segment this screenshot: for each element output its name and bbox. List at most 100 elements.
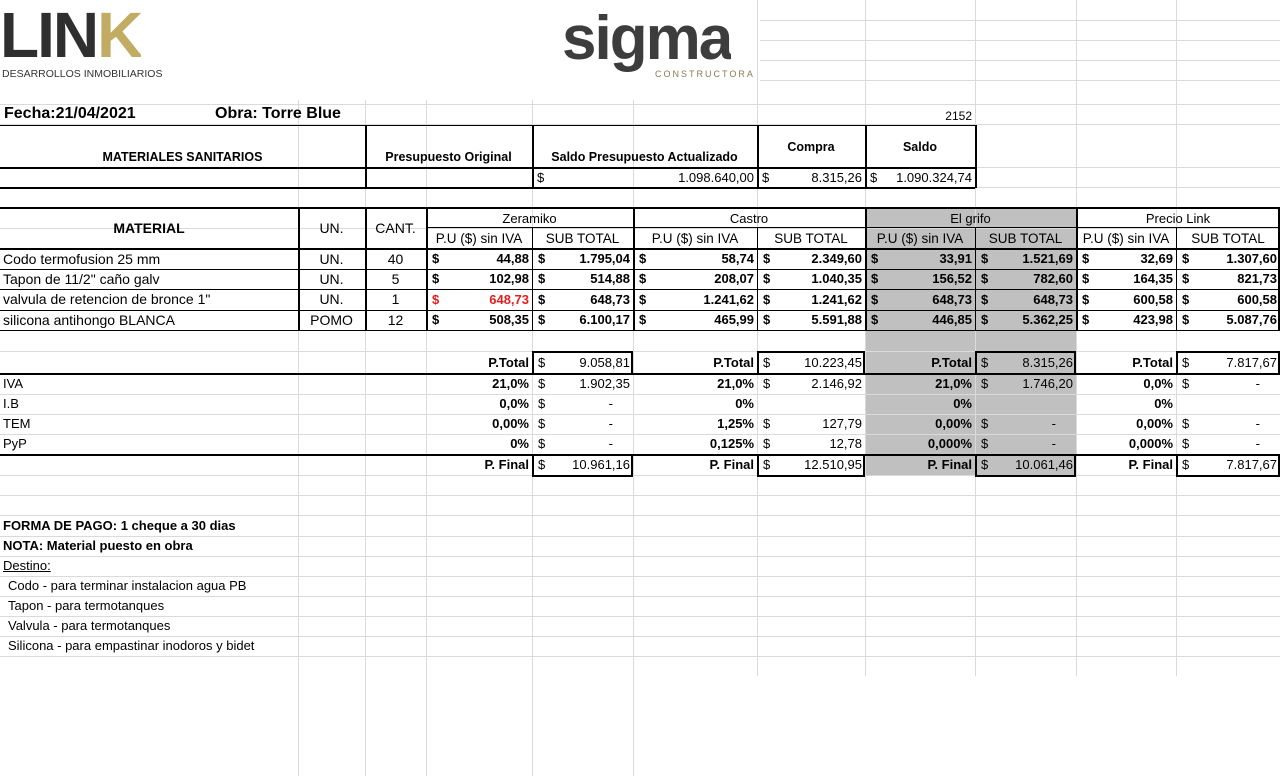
grid-line	[0, 556, 1280, 557]
grid-line	[760, 60, 1280, 61]
currency: $	[1082, 251, 1090, 266]
border	[1176, 228, 1177, 331]
subtotal: 1.521,69	[1022, 251, 1073, 266]
currency: $	[538, 416, 546, 431]
tax-amount: -	[1051, 436, 1056, 451]
currency: $	[871, 251, 879, 266]
border	[631, 351, 633, 375]
currency: $	[1182, 436, 1190, 451]
border	[1074, 454, 1076, 477]
tax-name: I.B	[3, 396, 19, 411]
total-label: P.Total	[488, 355, 529, 370]
note: NOTA: Material puesto en obra	[3, 538, 193, 553]
border	[757, 125, 759, 188]
unit-price: 465,99	[714, 312, 754, 327]
tax-name: TEM	[3, 416, 31, 431]
quantity: 40	[387, 251, 404, 267]
border	[0, 310, 1280, 311]
border	[757, 454, 865, 456]
border	[0, 207, 1280, 209]
currency: $	[763, 271, 771, 286]
quantity: 12	[387, 312, 404, 328]
destination-item: Silicona - para empastinar inodoros y bi…	[8, 638, 255, 653]
currency: $	[639, 271, 647, 286]
currency: $	[981, 312, 989, 327]
grid-line	[365, 100, 366, 776]
border	[0, 125, 975, 126]
currency: $	[639, 251, 647, 266]
currency: $	[1182, 355, 1190, 370]
final-label: P. Final	[927, 457, 972, 472]
border	[426, 227, 1280, 228]
grid-line	[426, 100, 427, 776]
grid-line	[760, 80, 1280, 81]
border	[365, 125, 367, 188]
currency: $	[538, 457, 546, 472]
summary-header: Saldo	[902, 140, 938, 154]
tax-name: PyP	[3, 436, 27, 451]
border	[975, 351, 1076, 353]
grid-line	[298, 100, 299, 776]
grid-line	[757, 0, 758, 676]
tax-rate: 0,000%	[927, 436, 972, 451]
tax-amount: 2.146,92	[811, 376, 862, 391]
total-value: 9.058,81	[579, 355, 630, 370]
unit-price: 32,69	[1140, 251, 1173, 266]
tax-amount: -	[1255, 416, 1260, 431]
subtotal: 1.795,04	[579, 251, 630, 266]
currency: $	[981, 292, 989, 307]
tax-rate: 0,00%	[1136, 416, 1173, 431]
border	[863, 454, 865, 477]
unit-price: 648,73	[932, 292, 972, 307]
currency: $	[538, 436, 546, 451]
subtotal: 6.100,17	[579, 312, 630, 327]
border	[0, 248, 1280, 250]
currency: $	[432, 292, 440, 307]
grid-line	[0, 656, 1280, 657]
unit-price: 164,35	[1133, 271, 1173, 286]
border	[1278, 454, 1280, 477]
sigma-logo-subtitle: CONSTRUCTORA	[655, 69, 755, 79]
currency: $	[1182, 376, 1190, 391]
unit-price: 600,58	[1133, 292, 1173, 307]
tax-amount: -	[608, 416, 613, 431]
currency: $	[981, 376, 989, 391]
border	[532, 125, 534, 188]
border	[0, 289, 1280, 290]
unit: UN.	[319, 291, 344, 307]
currency: $	[538, 271, 546, 286]
material-name: silicona antihongo BLANCA	[3, 312, 175, 328]
grid-line	[760, 40, 1280, 41]
unit-price: 44,88	[496, 251, 529, 266]
currency: $	[432, 312, 440, 327]
subtotal: 5.591,88	[811, 312, 862, 327]
border	[298, 208, 300, 331]
border	[0, 454, 1280, 456]
grid-line	[1076, 0, 1077, 676]
grid-line	[0, 434, 1280, 435]
tax-amount: -	[1255, 376, 1260, 391]
grid-line	[0, 124, 1280, 125]
grid-line	[532, 100, 533, 776]
grid-line	[0, 616, 1280, 617]
column-header: P.U ($) sin IVA	[1082, 231, 1170, 246]
tax-rate: 1,25%	[717, 416, 754, 431]
currency: $	[538, 376, 546, 391]
date: Fecha:21/04/2021	[4, 105, 136, 122]
subtotal: 648,73	[1033, 292, 1073, 307]
border	[757, 228, 758, 331]
total-label: P.Total	[713, 355, 754, 370]
border	[863, 351, 865, 375]
column-header: P.U ($) sin IVA	[435, 231, 523, 246]
column-header: P.U ($) sin IVA	[876, 231, 964, 246]
total-value: 8.315,26	[1022, 355, 1073, 370]
currency: $	[432, 251, 440, 266]
material-name: Tapon de 11/2" caño galv	[3, 271, 160, 287]
unit-price: 156,52	[932, 271, 972, 286]
border	[532, 454, 534, 477]
final-value: 12.510,95	[804, 457, 862, 472]
border	[865, 208, 867, 331]
tax-amount: -	[608, 436, 613, 451]
